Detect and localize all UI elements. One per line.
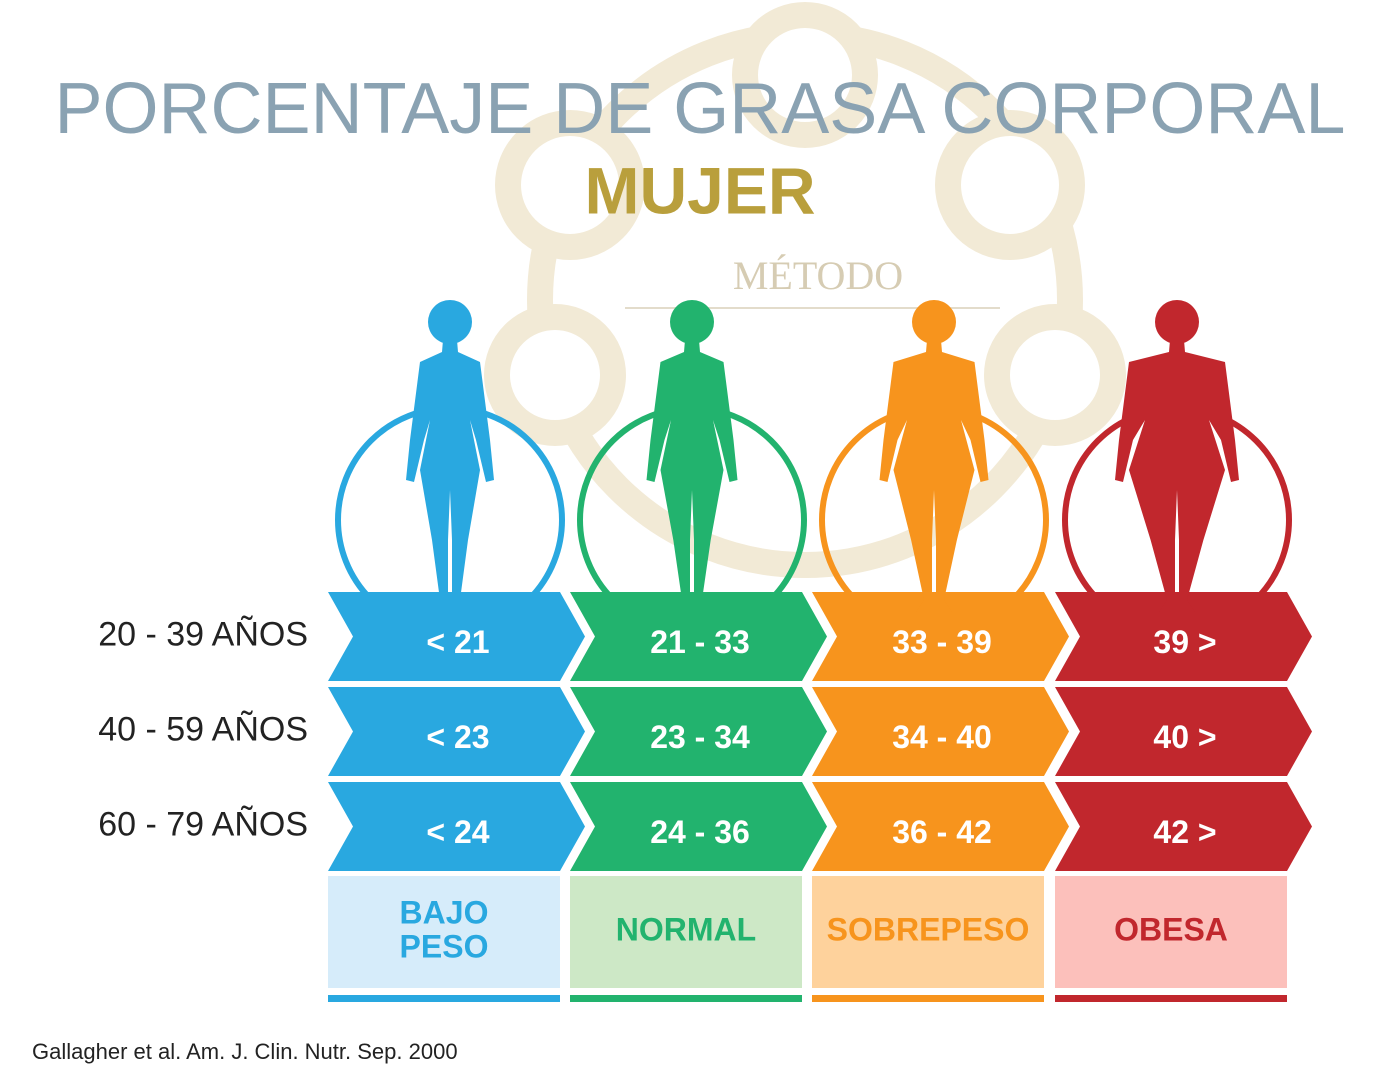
range-value: 36 - 42 xyxy=(892,814,992,850)
title: PORCENTAJE DE GRASA CORPORAL xyxy=(55,69,1346,149)
range-chevron xyxy=(328,687,585,776)
range-value: < 24 xyxy=(426,814,489,850)
figure-head xyxy=(670,300,714,344)
range-value: 24 - 36 xyxy=(650,814,750,850)
watermark-logo xyxy=(484,2,1126,578)
range-value: 33 - 39 xyxy=(892,624,992,660)
range-value: 40 > xyxy=(1153,719,1216,755)
range-chevron xyxy=(1055,592,1312,681)
category-label: PESO xyxy=(400,928,489,964)
range-value: 23 - 34 xyxy=(650,719,750,755)
category-underline xyxy=(812,995,1044,1002)
watermark-text: MÉTODO xyxy=(733,253,903,298)
figure-body xyxy=(1115,340,1239,612)
range-chevron xyxy=(328,782,585,871)
row-label: 20 - 39 AÑOS xyxy=(98,615,308,653)
range-value: < 23 xyxy=(426,719,489,755)
category-label: OBESA xyxy=(1114,911,1228,947)
range-value: 39 > xyxy=(1153,624,1216,660)
figure-body xyxy=(406,340,494,612)
figure-head xyxy=(912,300,956,344)
range-chevron xyxy=(1055,687,1312,776)
range-chevron xyxy=(570,687,827,776)
row-label: 40 - 59 AÑOS xyxy=(98,710,308,748)
range-chevron xyxy=(812,782,1069,871)
category-underline xyxy=(1055,995,1287,1002)
category-underline xyxy=(328,995,560,1002)
figure-body xyxy=(879,340,989,612)
range-value: < 21 xyxy=(426,624,489,660)
source: Gallagher et al. Am. J. Clin. Nutr. Sep.… xyxy=(32,1039,458,1064)
range-chevron xyxy=(570,592,827,681)
category-underline xyxy=(570,995,802,1002)
range-chevron xyxy=(1055,782,1312,871)
category-label: NORMAL xyxy=(616,911,756,947)
range-value: 42 > xyxy=(1153,814,1216,850)
range-chevron xyxy=(812,687,1069,776)
range-value: 21 - 33 xyxy=(650,624,750,660)
category-box xyxy=(328,876,560,988)
category-box xyxy=(570,876,802,988)
category-box xyxy=(812,876,1044,988)
figure-head xyxy=(1155,300,1199,344)
category-label: BAJO xyxy=(400,894,489,930)
subtitle: MUJER xyxy=(584,153,815,227)
row-label: 60 - 79 AÑOS xyxy=(98,805,308,843)
figure-head xyxy=(428,300,472,344)
category-label: SOBREPESO xyxy=(827,911,1030,947)
category-box xyxy=(1055,876,1287,988)
range-value: 34 - 40 xyxy=(892,719,992,755)
range-chevron xyxy=(812,592,1069,681)
figure-body xyxy=(646,340,738,612)
table: 20 - 39 AÑOS < 21 21 - 33 33 - 39 39 > 40 - 5… xyxy=(98,300,1312,1002)
range-chevron xyxy=(328,592,585,681)
range-chevron xyxy=(570,782,827,871)
